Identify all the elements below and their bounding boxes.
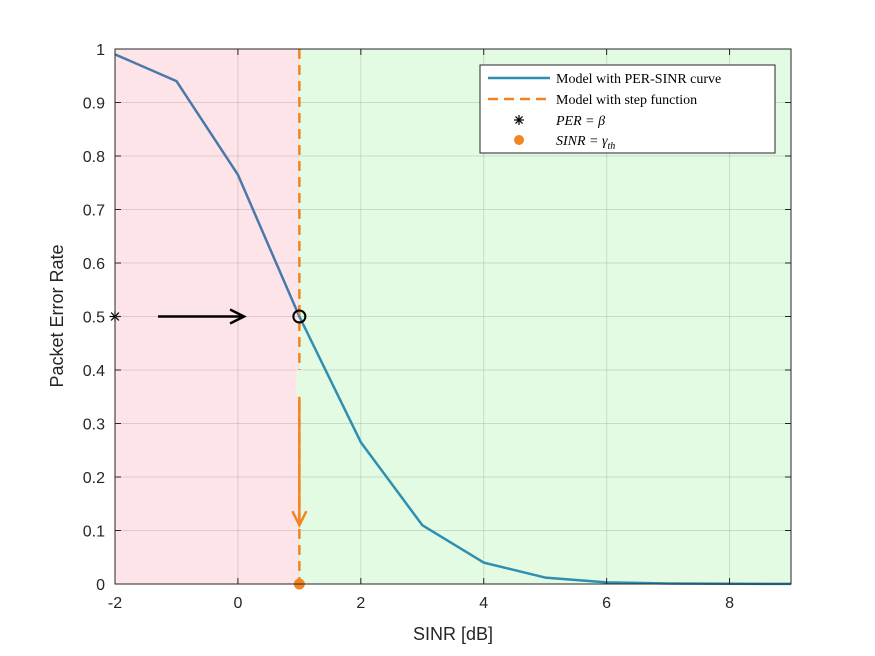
tick-labels: -2 0 2 4 6 800.10.20.30.40.50.60.70.80.91 bbox=[83, 42, 734, 612]
y-tick-label: 0 bbox=[96, 577, 105, 594]
x-axis-title: SINR [dB] bbox=[413, 624, 493, 644]
x-tick-label: -2 bbox=[108, 595, 122, 612]
legend-sinr-label: SINR = γth bbox=[556, 134, 615, 152]
x-tick-label: 6 bbox=[602, 595, 611, 612]
threshold-point-marker bbox=[292, 309, 307, 324]
x-tick-label: 2 bbox=[356, 595, 365, 612]
y-tick-label: 0.1 bbox=[83, 524, 105, 541]
legend-sinr-swatch bbox=[514, 135, 524, 145]
legend-box bbox=[479, 64, 776, 154]
legend-sinr-main: SINR = γ bbox=[556, 134, 608, 149]
y-tick-label: 0.9 bbox=[83, 96, 105, 113]
legend-per-beta-swatch bbox=[514, 115, 524, 125]
y-tick-label: 1 bbox=[96, 42, 105, 59]
step-arrow-head bbox=[291, 510, 308, 528]
y-tick-label: 0.2 bbox=[83, 470, 105, 487]
legend-curve-label: Model with PER-SINR curve bbox=[556, 72, 721, 87]
legend-per-beta-label: PER = β bbox=[555, 114, 605, 129]
arrow-gap bbox=[296, 370, 303, 397]
legend-sinr-sub: th bbox=[608, 141, 616, 152]
y-tick-label: 0.3 bbox=[83, 417, 105, 434]
x-tick-label: 4 bbox=[479, 595, 488, 612]
axes bbox=[114, 48, 792, 585]
y-axis-title: Packet Error Rate bbox=[47, 244, 67, 387]
beta-arrow-head bbox=[229, 308, 247, 325]
asterisk-stroke bbox=[515, 116, 523, 124]
y-tick-label: 0.8 bbox=[83, 149, 105, 166]
x-tick-label: 0 bbox=[233, 595, 242, 612]
legend: Model with PER-SINR curve Model with step… bbox=[479, 64, 776, 154]
legend-step-label: Model with step function bbox=[556, 93, 697, 108]
y-tick-label: 0.5 bbox=[83, 310, 105, 327]
annotations bbox=[109, 308, 308, 590]
y-tick-label: 0.6 bbox=[83, 256, 105, 273]
y-tick-label: 0.7 bbox=[83, 203, 105, 220]
y-tick-label: 0.4 bbox=[83, 363, 105, 380]
x-tick-label: 8 bbox=[725, 595, 734, 612]
